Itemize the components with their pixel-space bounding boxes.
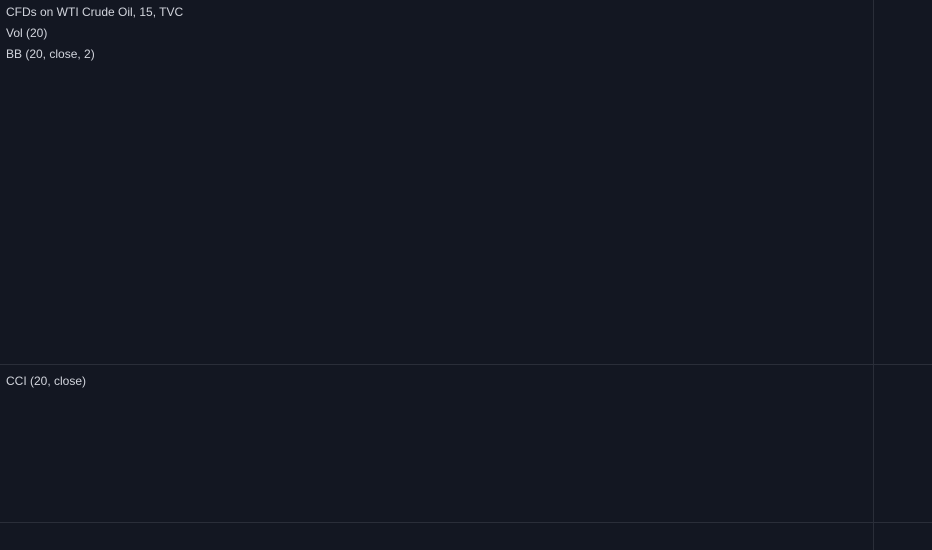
cci-legend: CCI (20, close) (6, 374, 86, 388)
chart-title: CFDs on WTI Crude Oil, 15, TVC (6, 5, 183, 19)
bb-legend: BB (20, close, 2) (6, 47, 95, 61)
volume-legend: Vol (20) (6, 26, 47, 40)
